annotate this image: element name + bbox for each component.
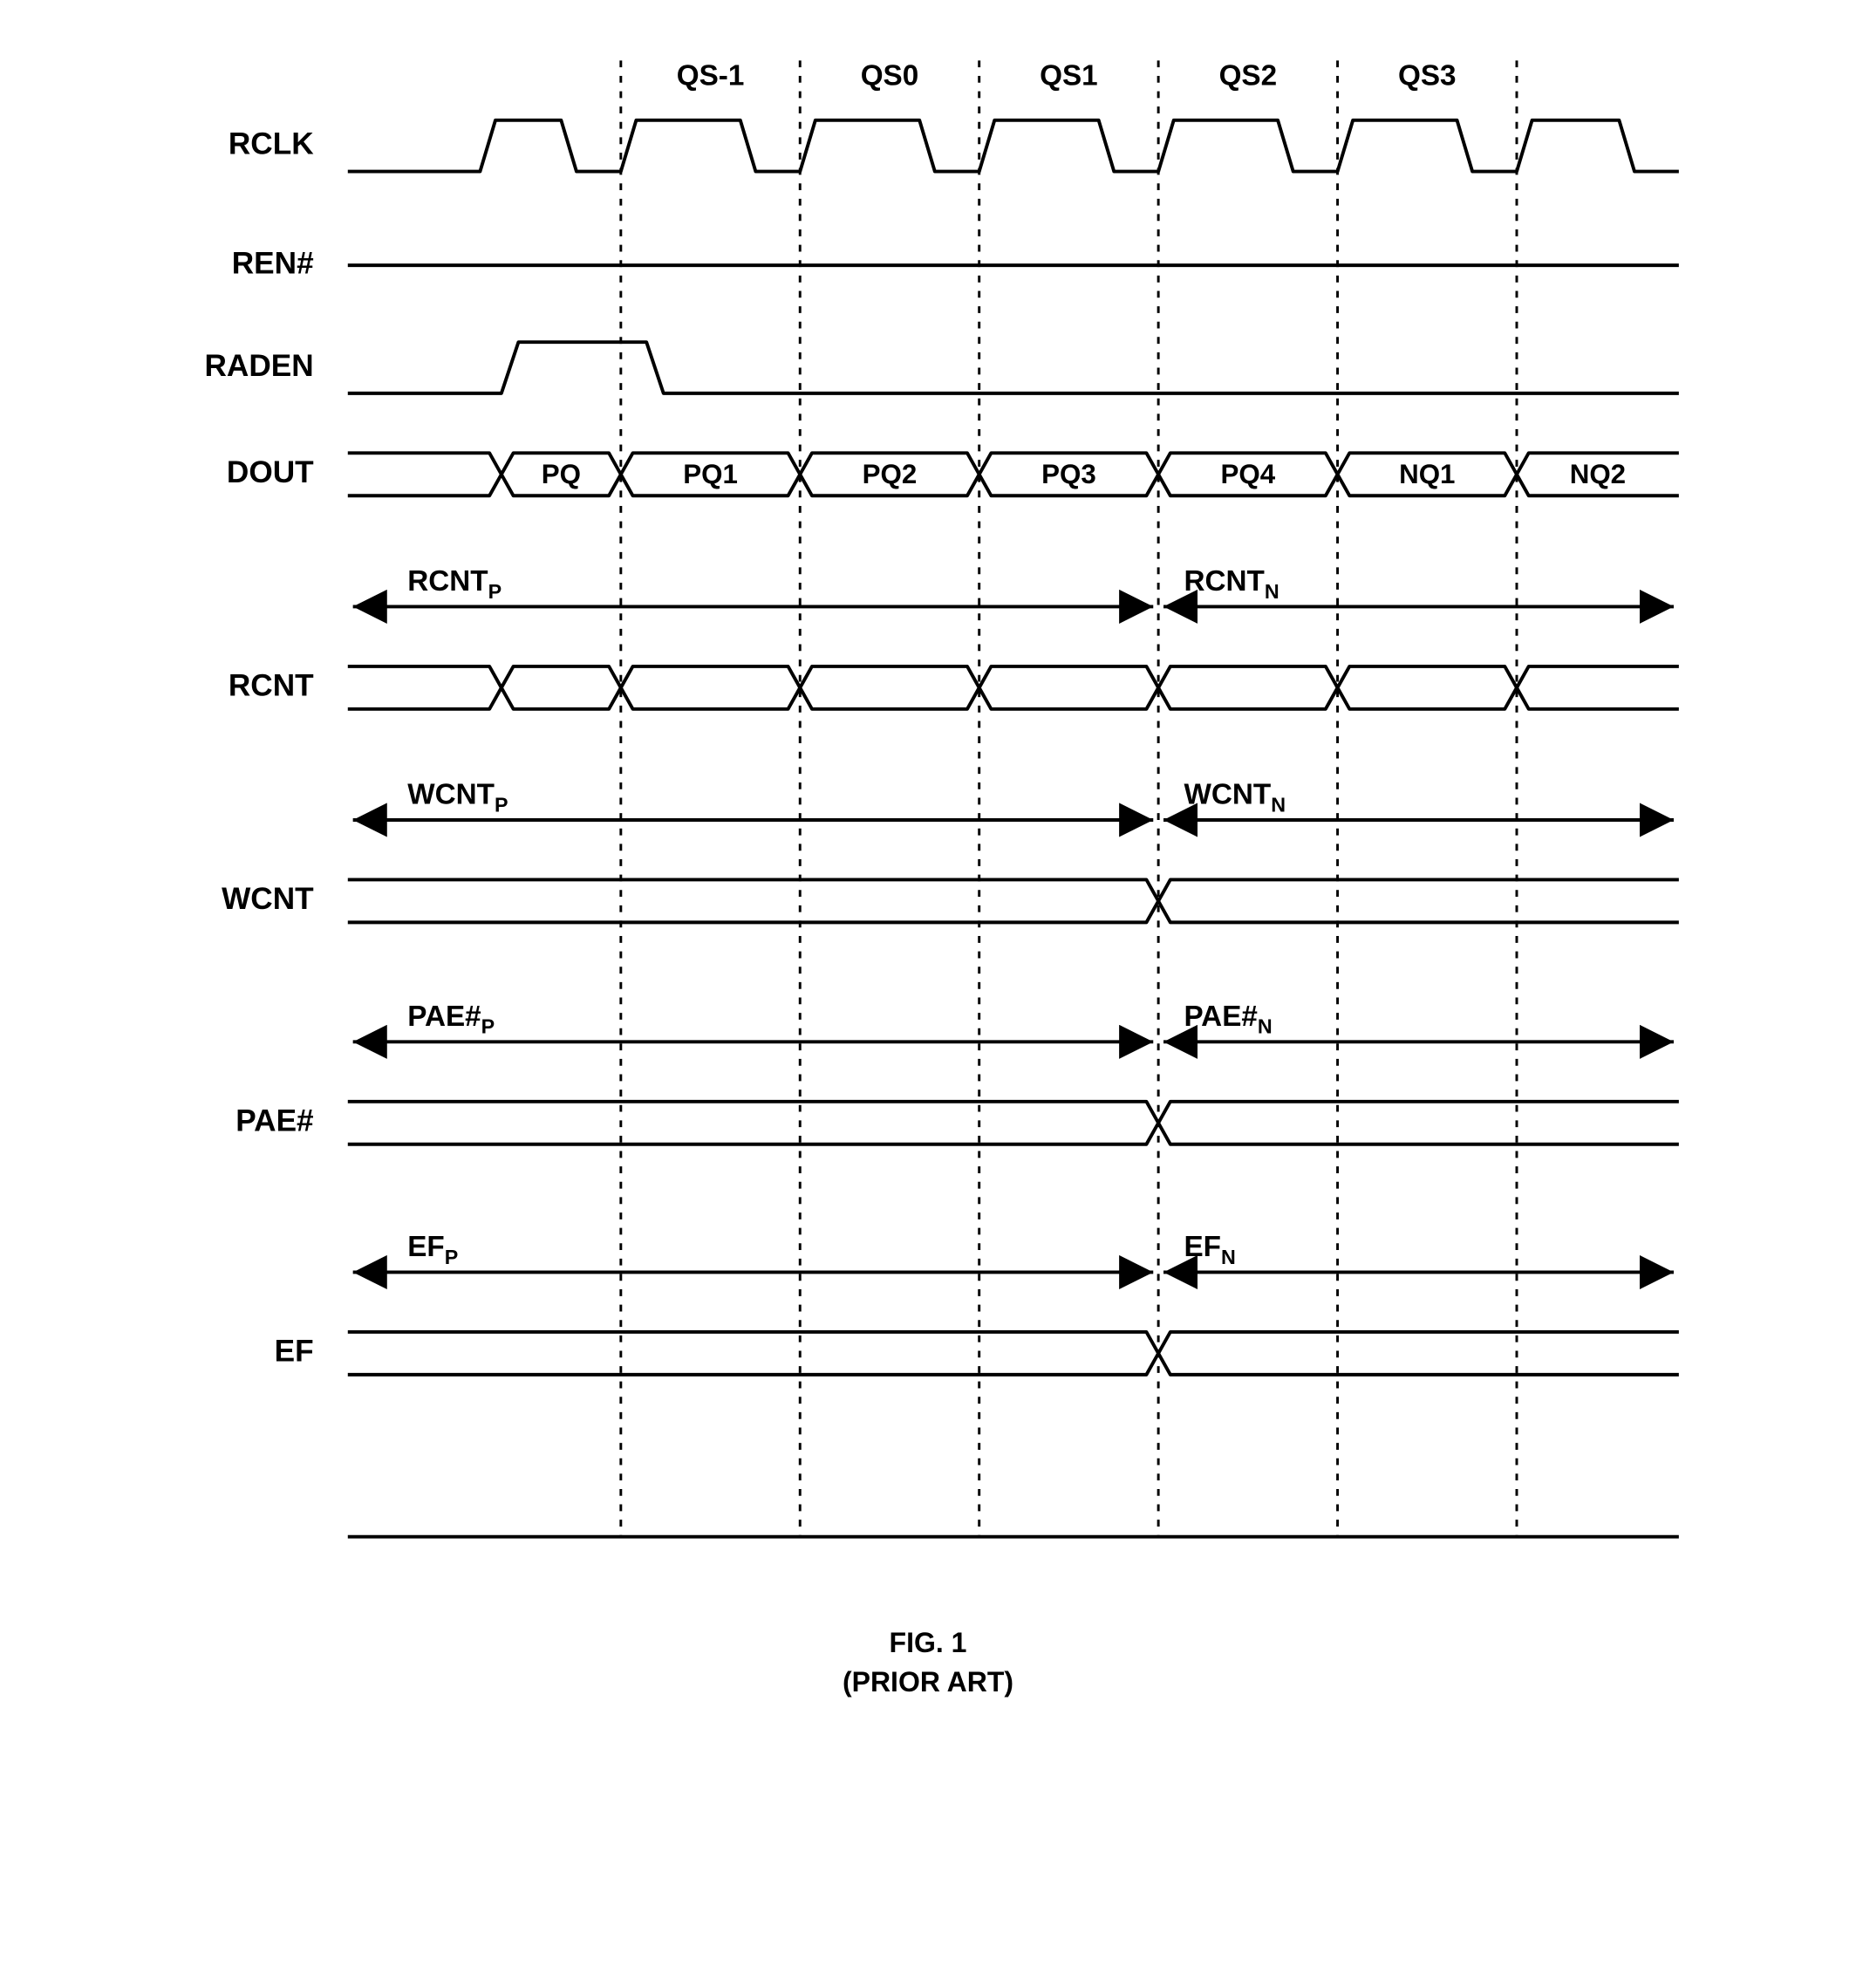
svg-text:NQ1: NQ1 bbox=[1399, 459, 1455, 489]
svg-text:PQ4: PQ4 bbox=[1221, 459, 1276, 489]
svg-text:PAE#N: PAE#N bbox=[1184, 1001, 1272, 1038]
svg-text:REN#: REN# bbox=[232, 246, 314, 280]
timing-svg: QS-1 QS0 QS1 QS2 QS3 RCLK REN# RADEN DOUT PQ PQ1 PQ… bbox=[143, 35, 1713, 1571]
figure-caption: FIG. 1 (PRIOR ART) bbox=[143, 1623, 1713, 1702]
svg-text:RCNTN: RCNTN bbox=[1184, 565, 1279, 603]
svg-text:PQ3: PQ3 bbox=[1041, 459, 1096, 489]
svg-text:WCNTP: WCNTP bbox=[407, 778, 508, 816]
caption-line2: (PRIOR ART) bbox=[143, 1663, 1713, 1702]
timing-diagram: QS-1 QS0 QS1 QS2 QS3 RCLK REN# RADEN DOUT PQ PQ1 PQ… bbox=[143, 35, 1713, 1701]
svg-text:EFP: EFP bbox=[407, 1231, 458, 1268]
svg-text:DOUT: DOUT bbox=[227, 455, 314, 489]
svg-text:NQ2: NQ2 bbox=[1570, 459, 1626, 489]
svg-text:PQ: PQ bbox=[542, 459, 581, 489]
svg-text:QS2: QS2 bbox=[1219, 60, 1278, 92]
svg-text:QS1: QS1 bbox=[1040, 60, 1098, 92]
svg-text:EF: EF bbox=[275, 1335, 314, 1369]
svg-text:PAE#: PAE# bbox=[235, 1104, 314, 1138]
svg-text:QS0: QS0 bbox=[861, 60, 919, 92]
caption-line1: FIG. 1 bbox=[143, 1623, 1713, 1663]
svg-text:QS-1: QS-1 bbox=[677, 60, 745, 92]
svg-text:RCNTP: RCNTP bbox=[407, 565, 502, 603]
svg-text:WCNTN: WCNTN bbox=[1184, 778, 1286, 816]
svg-text:PQ1: PQ1 bbox=[683, 459, 738, 489]
svg-text:QS3: QS3 bbox=[1398, 60, 1457, 92]
svg-text:PAE#P: PAE#P bbox=[407, 1001, 495, 1038]
svg-text:RADEN: RADEN bbox=[204, 349, 313, 383]
svg-text:RCLK: RCLK bbox=[229, 126, 314, 161]
svg-text:WCNT: WCNT bbox=[222, 882, 314, 916]
svg-text:EFN: EFN bbox=[1184, 1231, 1235, 1268]
svg-text:PQ2: PQ2 bbox=[863, 459, 918, 489]
svg-text:RCNT: RCNT bbox=[229, 669, 314, 703]
